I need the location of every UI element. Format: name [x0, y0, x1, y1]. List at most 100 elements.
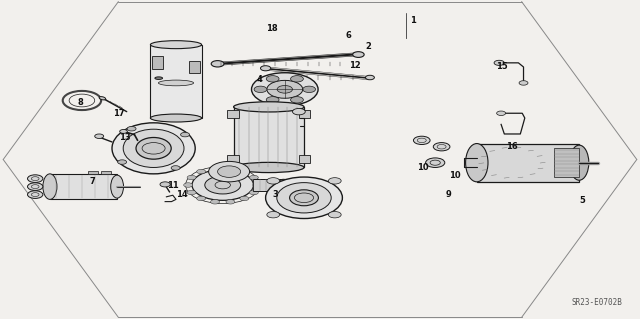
Circle shape	[277, 85, 292, 93]
Circle shape	[187, 190, 196, 195]
Polygon shape	[554, 148, 579, 177]
Circle shape	[226, 200, 235, 204]
Circle shape	[250, 190, 259, 195]
Text: 15: 15	[497, 63, 508, 71]
Text: 7: 7	[90, 177, 95, 186]
Polygon shape	[150, 45, 202, 118]
Circle shape	[267, 80, 303, 98]
Text: 12: 12	[349, 61, 361, 70]
Circle shape	[252, 73, 318, 106]
Circle shape	[497, 111, 506, 115]
Circle shape	[205, 176, 241, 194]
Circle shape	[494, 60, 504, 65]
Circle shape	[192, 170, 253, 200]
Bar	[88, 171, 98, 174]
Ellipse shape	[290, 190, 319, 206]
Ellipse shape	[234, 102, 304, 112]
Circle shape	[266, 97, 279, 103]
Circle shape	[187, 175, 196, 180]
Ellipse shape	[112, 123, 195, 174]
Circle shape	[211, 61, 224, 67]
Ellipse shape	[570, 145, 589, 180]
Circle shape	[240, 196, 249, 201]
Circle shape	[127, 127, 136, 131]
Circle shape	[267, 178, 280, 184]
Circle shape	[240, 169, 249, 174]
Bar	[299, 155, 310, 163]
Text: 6: 6	[346, 31, 352, 40]
Circle shape	[180, 132, 189, 137]
Polygon shape	[50, 174, 117, 199]
Circle shape	[328, 211, 341, 218]
Circle shape	[226, 166, 235, 170]
Ellipse shape	[123, 129, 184, 167]
Circle shape	[353, 52, 364, 57]
Text: 4: 4	[256, 75, 262, 84]
Circle shape	[519, 81, 528, 85]
Ellipse shape	[150, 41, 202, 49]
Ellipse shape	[276, 182, 332, 213]
Circle shape	[196, 196, 205, 201]
Text: 14: 14	[177, 190, 188, 199]
Ellipse shape	[155, 77, 163, 79]
Text: 2: 2	[365, 42, 371, 51]
Circle shape	[211, 200, 220, 204]
Bar	[227, 155, 239, 163]
Circle shape	[171, 166, 180, 170]
Circle shape	[218, 166, 241, 177]
Text: 5: 5	[579, 197, 586, 205]
Circle shape	[211, 166, 220, 170]
Circle shape	[291, 97, 303, 103]
Polygon shape	[477, 144, 579, 182]
Text: 11: 11	[167, 181, 179, 189]
Ellipse shape	[278, 179, 289, 191]
Text: 8: 8	[77, 98, 83, 107]
Text: 17: 17	[113, 109, 124, 118]
Bar	[189, 61, 200, 73]
Circle shape	[426, 158, 445, 167]
Bar	[101, 171, 111, 174]
Text: 10: 10	[417, 163, 428, 172]
Ellipse shape	[266, 177, 342, 219]
Bar	[227, 110, 239, 118]
Circle shape	[209, 161, 250, 182]
Ellipse shape	[111, 175, 124, 198]
Circle shape	[118, 160, 127, 164]
Bar	[152, 56, 163, 69]
Circle shape	[328, 178, 341, 184]
Circle shape	[365, 75, 374, 80]
Text: 18: 18	[266, 24, 278, 33]
Text: 10: 10	[449, 171, 460, 180]
Circle shape	[120, 130, 127, 133]
Polygon shape	[234, 107, 304, 167]
Text: 13: 13	[119, 133, 131, 142]
Ellipse shape	[466, 144, 488, 182]
Circle shape	[303, 86, 316, 93]
Circle shape	[184, 183, 193, 187]
Circle shape	[292, 108, 305, 115]
Circle shape	[95, 134, 104, 138]
Circle shape	[254, 86, 267, 93]
Circle shape	[28, 191, 43, 198]
Ellipse shape	[150, 114, 202, 122]
Ellipse shape	[43, 174, 57, 199]
Ellipse shape	[99, 97, 106, 100]
Text: 3: 3	[273, 190, 278, 199]
Ellipse shape	[136, 137, 172, 159]
Polygon shape	[253, 179, 284, 191]
Text: 16: 16	[506, 142, 518, 151]
Bar	[299, 110, 310, 118]
Text: 1: 1	[410, 16, 416, 25]
Circle shape	[253, 183, 262, 187]
Circle shape	[266, 76, 279, 82]
Text: SR23-E0702B: SR23-E0702B	[572, 298, 622, 307]
Circle shape	[413, 136, 430, 145]
Circle shape	[160, 182, 170, 187]
Circle shape	[250, 175, 259, 180]
Ellipse shape	[159, 80, 193, 86]
Circle shape	[28, 183, 43, 190]
Ellipse shape	[234, 162, 304, 173]
Circle shape	[267, 211, 280, 218]
Circle shape	[196, 169, 205, 174]
Circle shape	[291, 76, 303, 82]
